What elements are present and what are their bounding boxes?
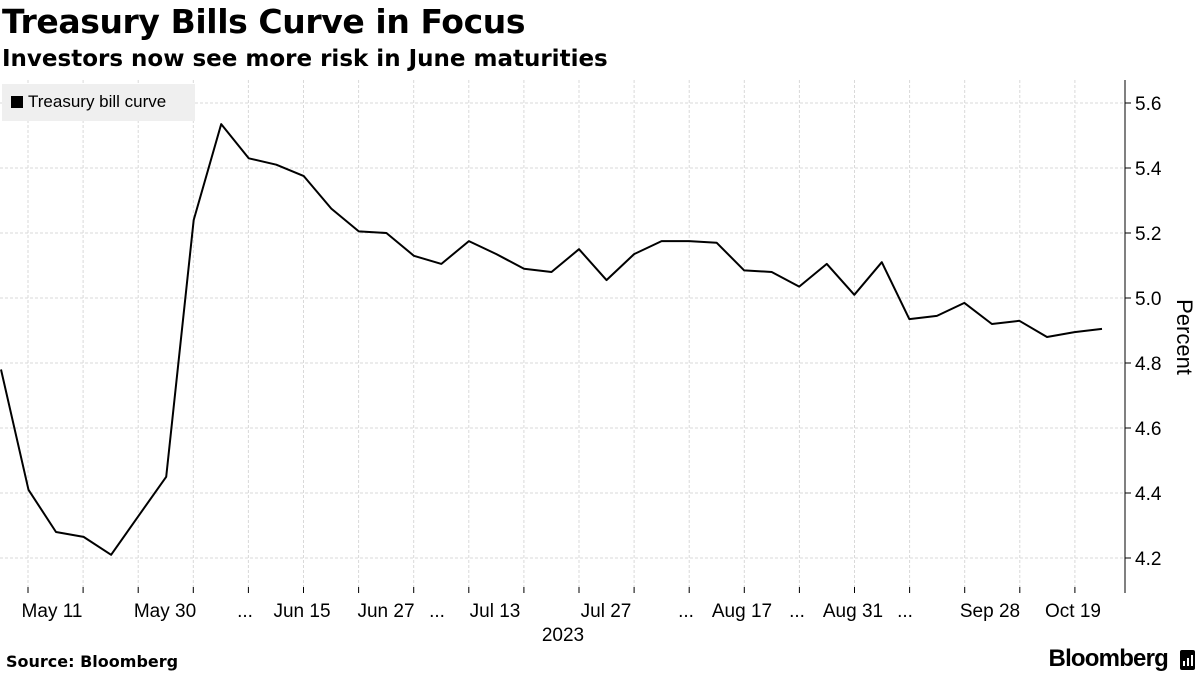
legend-swatch (11, 96, 23, 108)
y-tick-label: 4.2 (1135, 549, 1161, 570)
legend (2, 84, 195, 121)
vertical-gridlines (27, 80, 1076, 593)
y-tick-label: 4.8 (1135, 354, 1161, 375)
x-tick-label: ... (897, 601, 913, 622)
x-tick-label: Jun 27 (357, 601, 414, 622)
x-tick-label: ... (429, 601, 445, 622)
x-tick-label: ... (237, 601, 253, 622)
x-tick-label: Jul 13 (470, 601, 521, 622)
x-axis-title: 2023 (542, 625, 584, 646)
y-axis-ticks: 4.2 4.4 4.6 4.8 5.0 5.2 5.4 5.6 (1125, 94, 1162, 570)
x-tick-label: Aug 17 (712, 601, 772, 622)
bloomberg-terminal-icon (1180, 650, 1195, 670)
series-layer (0, 123, 1103, 556)
x-tick-label: Oct 19 (1045, 601, 1101, 622)
y-tick-label: 4.6 (1135, 419, 1161, 440)
x-tick-label: May 30 (134, 601, 196, 622)
horizontal-gridlines (0, 102, 1125, 559)
y-tick-label: 5.4 (1135, 159, 1162, 180)
source-note: Source: Bloomberg (6, 652, 179, 671)
x-tick-label: Jul 27 (581, 601, 632, 622)
y-tick-label: 5.2 (1135, 224, 1161, 245)
y-tick-label: 5.6 (1135, 94, 1161, 115)
legend-label: Treasury bill curve (28, 92, 167, 111)
y-tick-label: 4.4 (1135, 484, 1162, 505)
x-tick-label: May 11 (22, 601, 83, 622)
y-axis-title: Percent (1172, 299, 1197, 375)
x-tick-label: ... (789, 601, 805, 622)
x-tick-label: Sep 28 (960, 601, 1020, 622)
chart-subtitle: Investors now see more risk in June matu… (2, 46, 608, 72)
x-tick-label: ... (678, 601, 694, 622)
x-axis-ticks: May 11 May 30... Jun 15 Jun 27... Jul 13 Jul … (22, 587, 1101, 622)
chart-title: Treasury Bills Curve in Focus (2, 2, 526, 41)
x-tick-label: Aug 31 (823, 601, 883, 622)
x-tick-label: Jun 15 (273, 601, 330, 622)
bloomberg-logo: Bloomberg (1048, 645, 1169, 672)
series-line-treasury-bill-curve (0, 123, 1103, 556)
y-tick-label: 5.0 (1135, 289, 1161, 310)
